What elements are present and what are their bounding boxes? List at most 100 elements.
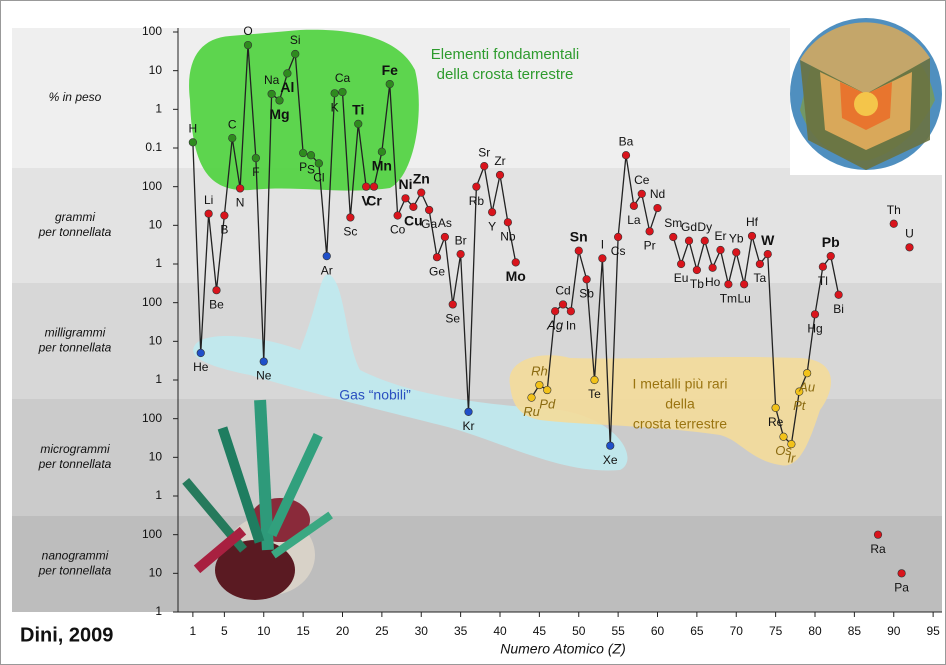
- element-label: Hf: [746, 215, 759, 229]
- x-tick-label: 95: [926, 624, 940, 638]
- data-point: [283, 69, 292, 78]
- element-label: P: [299, 160, 307, 174]
- element-label: Gd: [681, 220, 697, 234]
- data-point: [732, 248, 741, 257]
- data-point: [558, 300, 568, 309]
- y-tick-label: 10: [149, 450, 163, 464]
- element-label: Th: [887, 203, 901, 217]
- data-point: [755, 259, 764, 269]
- data-point: [480, 162, 489, 171]
- row-label: microgrammi: [40, 442, 110, 456]
- data-point: [763, 250, 772, 259]
- data-point: [425, 205, 434, 215]
- element-label: Hg: [807, 321, 822, 335]
- annotation: crosta terrestre: [633, 416, 727, 432]
- data-point: [629, 201, 638, 210]
- x-tick-label: 65: [690, 624, 704, 638]
- row-label: % in peso: [49, 90, 102, 104]
- element-label: Pt: [793, 398, 807, 413]
- y-tick-label: 1: [155, 372, 162, 386]
- data-point: [401, 194, 410, 203]
- element-label: Tm: [720, 291, 737, 305]
- data-point: [747, 231, 757, 241]
- x-tick-label: 25: [375, 624, 389, 638]
- data-point: [354, 119, 363, 129]
- element-label: Lu: [737, 291, 750, 305]
- data-point: [338, 87, 347, 97]
- x-tick-label: 75: [769, 624, 783, 638]
- element-label: Ir: [787, 451, 796, 466]
- y-tick-label: 10: [149, 334, 163, 348]
- element-label: Sn: [570, 228, 588, 244]
- element-label: Dy: [697, 220, 712, 234]
- y-tick-label: 1: [155, 256, 162, 270]
- y-tick-label: 10: [149, 218, 163, 232]
- element-label: Ga: [421, 217, 437, 231]
- data-point: [779, 432, 788, 441]
- data-point: [417, 188, 426, 197]
- data-point: [196, 348, 205, 358]
- element-label: S: [307, 162, 315, 176]
- data-point: [488, 207, 497, 217]
- element-label: Cl: [313, 171, 324, 185]
- data-point: [684, 236, 694, 245]
- element-label: Rh: [531, 363, 548, 378]
- element-label: Tb: [690, 277, 704, 291]
- element-label: Mg: [269, 106, 289, 122]
- y-tick-label: 100: [142, 411, 162, 425]
- x-tick-label: 70: [730, 624, 744, 638]
- data-point: [543, 385, 552, 395]
- data-point: [795, 387, 804, 396]
- data-point: [432, 253, 442, 262]
- x-tick-label: 10: [257, 624, 271, 638]
- element-label: Ho: [705, 275, 721, 289]
- element-label: Au: [798, 380, 815, 395]
- element-label: Pd: [539, 396, 556, 411]
- band: [12, 28, 942, 168]
- data-point: [826, 252, 835, 261]
- data-point: [708, 263, 717, 272]
- data-point: [456, 250, 465, 259]
- row-label: per tonnellata: [38, 341, 112, 355]
- element-label: Se: [445, 312, 460, 326]
- element-label: Y: [488, 219, 496, 233]
- data-point: [212, 286, 221, 295]
- element-label: Sc: [343, 225, 357, 239]
- data-point: [692, 265, 701, 275]
- data-point: [740, 280, 749, 289]
- element-label: Be: [209, 297, 224, 311]
- element-label: I: [601, 238, 604, 252]
- data-point: [598, 254, 607, 263]
- element-label: Cr: [366, 192, 382, 208]
- x-tick-label: 5: [221, 624, 228, 638]
- data-point: [243, 40, 253, 50]
- data-point: [259, 357, 268, 366]
- x-tick-label: 1: [190, 624, 197, 638]
- data-point: [275, 96, 284, 105]
- x-axis-label: Numero Atomico (Z): [500, 641, 626, 657]
- data-point: [369, 182, 379, 191]
- element-label: N: [236, 196, 245, 210]
- element-label: Kr: [463, 419, 475, 433]
- data-point: [314, 159, 323, 168]
- row-label: per tonnellata: [38, 225, 112, 239]
- y-tick-label: 10: [149, 566, 163, 580]
- data-point: [393, 211, 402, 220]
- element-label: Pb: [822, 234, 840, 250]
- data-point: [377, 147, 386, 156]
- element-label: Zn: [413, 170, 430, 186]
- annotation: I metalli più rari: [633, 376, 728, 392]
- data-point: [889, 219, 898, 228]
- data-point: [834, 290, 843, 299]
- element-label: W: [761, 232, 775, 248]
- y-tick-label: 100: [142, 527, 162, 541]
- element-label: Xe: [603, 453, 618, 467]
- element-label: In: [566, 318, 576, 332]
- data-point: [228, 134, 237, 143]
- x-tick-label: 15: [296, 624, 310, 638]
- data-point: [653, 203, 662, 213]
- data-point: [346, 213, 355, 222]
- data-point: [803, 369, 812, 378]
- element-label: Ba: [619, 134, 634, 148]
- y-tick-label: 100: [142, 295, 162, 309]
